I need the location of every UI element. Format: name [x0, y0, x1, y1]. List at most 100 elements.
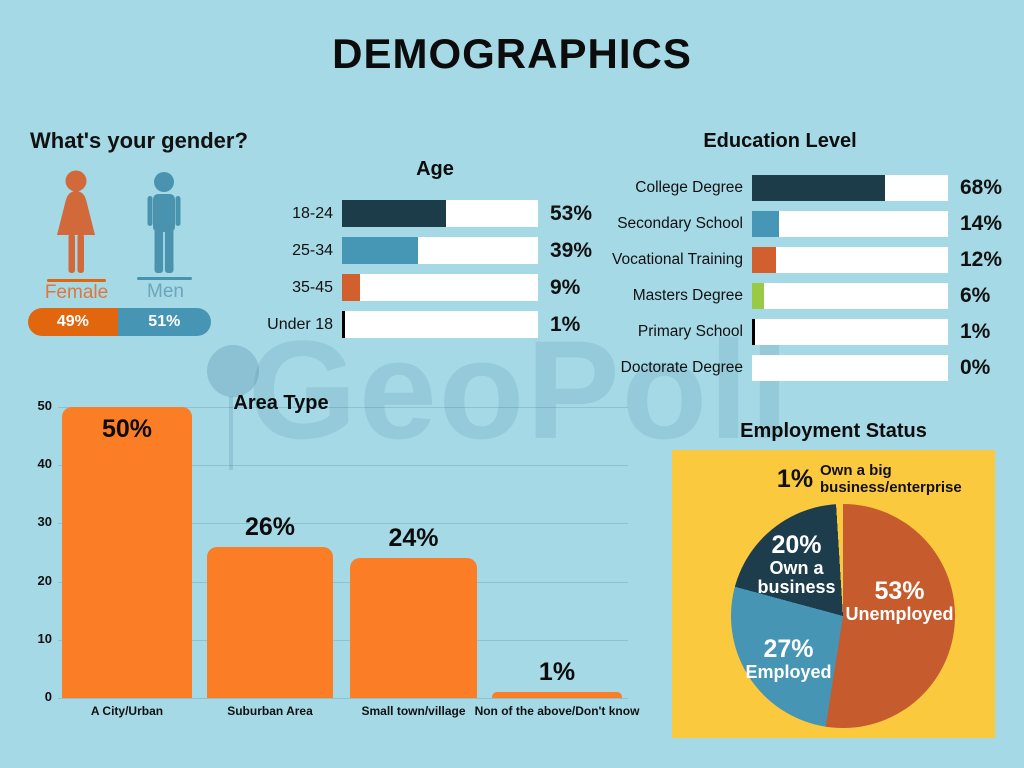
- age-bar-fill: [342, 200, 446, 227]
- female-label: Female: [44, 282, 109, 303]
- education-bar-fill: [752, 211, 780, 237]
- pie-pct-unemployed: 53%: [874, 577, 925, 605]
- education-bar-track: [752, 283, 948, 309]
- pie-pct-own-business: 20%: [771, 531, 822, 559]
- area-bar: [62, 407, 192, 698]
- employment-chart-title: Employment Status: [740, 420, 927, 442]
- pie-label-unemployed: 53% Unemployed: [827, 578, 972, 624]
- education-row: Masters Degree 6%: [600, 283, 1002, 309]
- age-row-label: 35-45: [292, 278, 333, 296]
- education-row-label: Primary School: [637, 323, 743, 340]
- male-person-icon: [147, 172, 181, 273]
- education-bar-value: 12%: [960, 248, 1003, 271]
- age-chart-rows: 18-24 53% 25-34 39% 35-45 9% Under 18 1%: [255, 200, 592, 348]
- education-bar-track: [752, 175, 948, 201]
- x-axis-label: Non of the above/Don't know: [474, 704, 640, 718]
- education-chart-title: Education Level: [703, 130, 857, 152]
- y-axis-tick: 20: [37, 572, 52, 588]
- age-bar-fill: [342, 237, 419, 264]
- pie-name-unemployed: Unemployed: [845, 604, 954, 624]
- pie-pct-own-big-business: 1%: [776, 465, 814, 493]
- age-bar-track: [342, 274, 538, 301]
- education-bar-fill: [752, 175, 886, 201]
- area-bar: [492, 692, 622, 698]
- gridline: [58, 523, 628, 525]
- y-axis-tick: 30: [37, 514, 52, 530]
- area-bar: [207, 546, 333, 698]
- gridline: [58, 581, 628, 583]
- age-row-label: Under 18: [267, 315, 333, 333]
- education-bar-value: 14%: [960, 212, 1003, 235]
- age-bar-value: 53%: [550, 201, 593, 225]
- female-person-icon: [57, 170, 95, 273]
- education-bar-track: [752, 211, 948, 237]
- pie-label-employed: 27% Employed: [726, 636, 851, 682]
- pie-name-employed: Employed: [745, 662, 832, 682]
- men-label: Men: [147, 281, 184, 302]
- x-axis-label: Suburban Area: [227, 704, 313, 718]
- education-bar-value: 1%: [960, 320, 991, 343]
- geopoll-logo-stem: [229, 396, 233, 470]
- education-row: College Degree 68%: [600, 175, 1002, 201]
- education-row-label: College Degree: [635, 179, 743, 196]
- x-axis-label: Small town/village: [361, 704, 466, 718]
- y-axis-tick: 0: [44, 689, 52, 704]
- gridline: [58, 407, 628, 408]
- x-axis-label: A City/Urban: [90, 704, 164, 718]
- bar-value-label: 50%: [101, 415, 153, 443]
- geopoll-watermark: GeoPoll: [248, 311, 791, 468]
- age-row-label: 25-34: [292, 241, 333, 259]
- education-bar-fill: [752, 319, 755, 345]
- gridline: [58, 465, 628, 467]
- men-underline: [137, 277, 192, 280]
- age-row: Under 18 1%: [255, 311, 592, 338]
- education-row-label: Vocational Training: [612, 251, 743, 268]
- education-bar-value: 6%: [960, 284, 991, 307]
- y-axis-tick: 40: [37, 456, 52, 472]
- education-bar-track: [752, 319, 948, 345]
- education-bar-value: 68%: [960, 176, 1003, 199]
- employment-chart-panel: 1% Own a big business/enterprise 20% Own…: [672, 450, 995, 738]
- gridline: [58, 698, 628, 699]
- page-title: DEMOGRAPHICS: [332, 30, 692, 77]
- education-row-label: Secondary School: [617, 215, 743, 232]
- male-percentage-segment: 51%: [117, 308, 211, 336]
- age-bar-fill: [342, 274, 360, 301]
- age-row: 35-45 9%: [255, 274, 592, 301]
- bar-value-label: 24%: [388, 524, 439, 553]
- age-row-label: 18-24: [292, 204, 333, 222]
- female-percentage-segment: 49%: [28, 308, 118, 336]
- education-row: Vocational Training 12%: [600, 247, 1002, 273]
- age-bar-track: [342, 311, 538, 338]
- education-bar-track: [752, 247, 948, 273]
- pie-label-own-big-business-pct: 1%: [772, 466, 818, 493]
- education-row-label: Doctorate Degree: [620, 359, 743, 376]
- age-bar-value: 9%: [550, 275, 581, 299]
- gender-chart-title: What's your gender?: [30, 128, 248, 153]
- gridline: [58, 639, 628, 641]
- y-axis-tick: 50: [37, 398, 52, 413]
- employment-pie: [731, 504, 955, 728]
- education-bar-value: 0%: [960, 356, 991, 379]
- education-row: Doctorate Degree 0%: [600, 355, 1002, 381]
- education-bar-fill: [752, 283, 764, 309]
- education-bar-track: [752, 355, 948, 381]
- pie-label-own-business: 20% Own a business: [734, 532, 859, 598]
- bar-value-label: 26%: [244, 512, 296, 541]
- age-row: 25-34 39%: [255, 237, 592, 264]
- pie-pct-employed: 27%: [763, 635, 814, 663]
- y-axis-tick: 10: [37, 630, 52, 646]
- education-row: Secondary School 14%: [600, 211, 1002, 237]
- pie-label-own-big-business: Own a big business/enterprise: [820, 462, 962, 496]
- age-row: 18-24 53%: [255, 200, 592, 227]
- area-bar: [350, 558, 477, 698]
- education-row: Primary School 1%: [600, 319, 1002, 345]
- female-underline: [47, 279, 106, 282]
- bar-value-label: 1%: [538, 658, 576, 686]
- age-chart-title: Age: [416, 158, 454, 180]
- age-bar-track: [342, 200, 538, 227]
- education-bar-fill: [752, 247, 776, 273]
- education-chart-rows: College Degree 68% Secondary School 14% Voca…: [600, 175, 1002, 391]
- gender-split-bar: 49% 51%: [28, 308, 211, 336]
